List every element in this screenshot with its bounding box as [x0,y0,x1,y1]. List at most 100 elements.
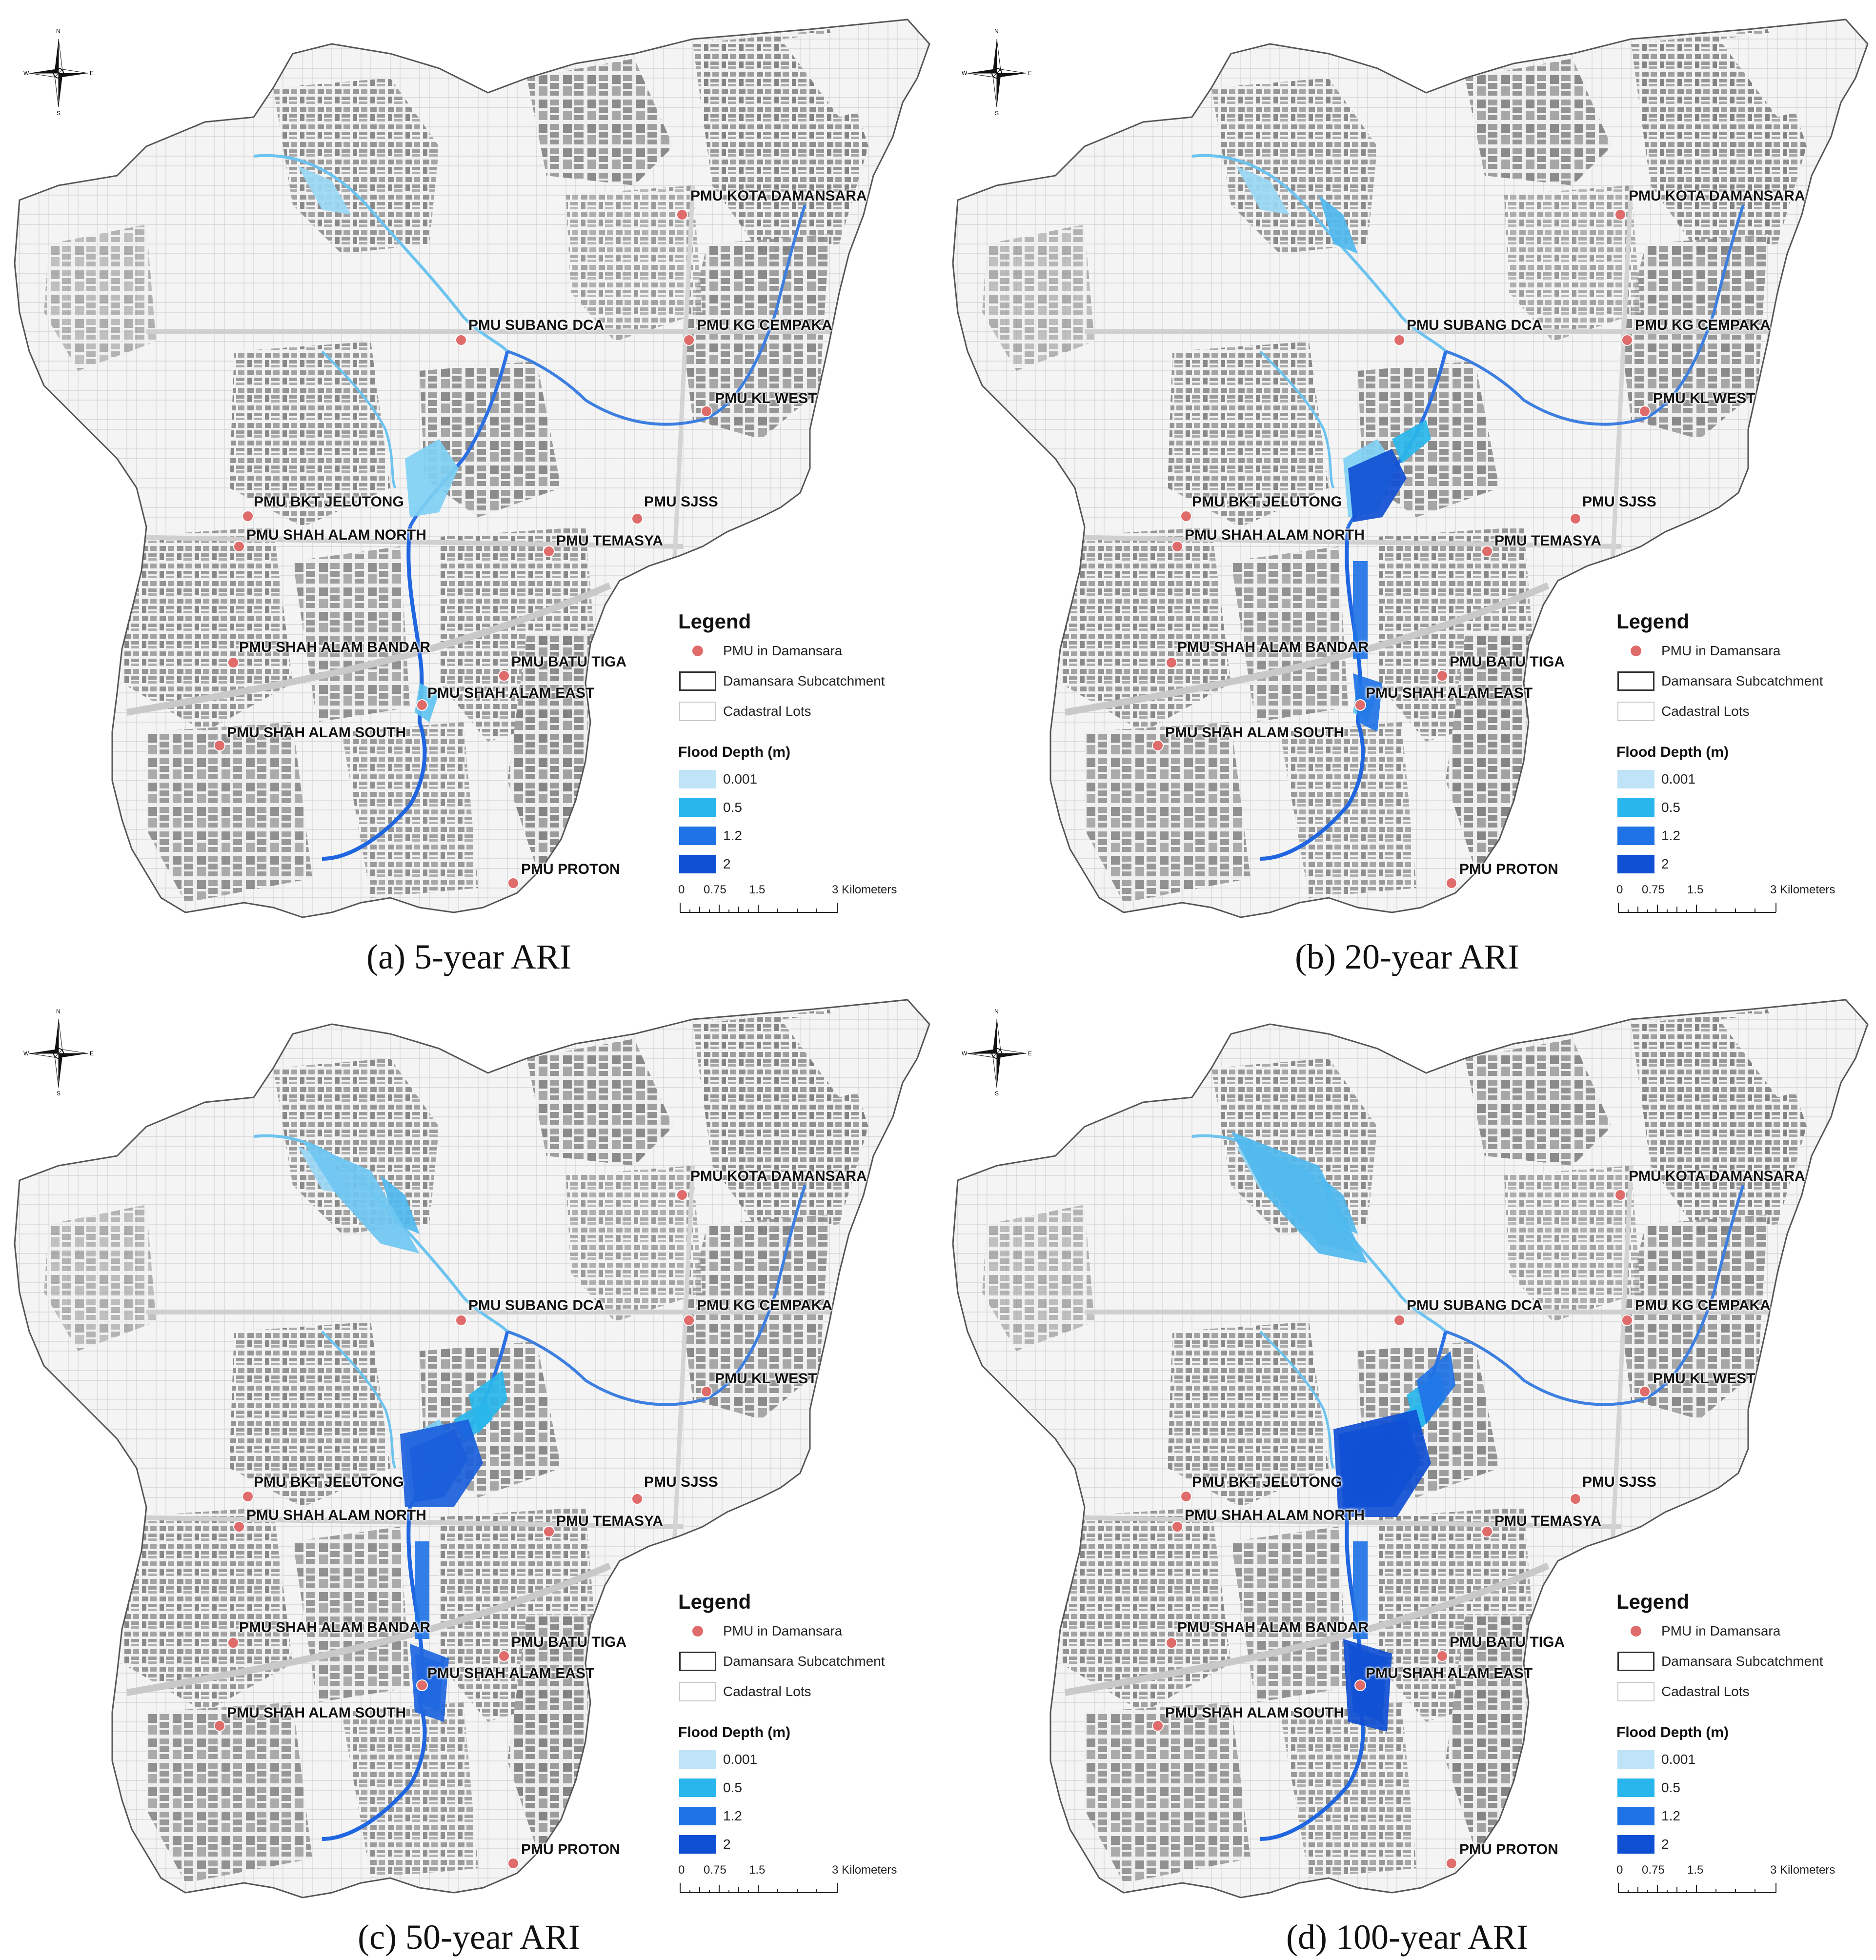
flood-class-label-0: 0.001 [1661,1752,1696,1767]
pmu-dot-icon [1631,646,1641,656]
scale-tick-1: 0.75 [704,1863,726,1877]
legend-cadastral-label: Cadastral Lots [1661,1684,1750,1699]
flood-swatch-1 [679,1778,716,1797]
pmu-dot-shah-alam-south [214,1720,225,1732]
scale-bar: 0 0.75 1.5 3 Kilometers [1616,883,1870,917]
pmu-dot-kl-west [701,1386,712,1397]
flood-swatch-0 [679,1750,716,1769]
pmu-dot-shah-alam-east [1354,699,1366,711]
flood-area-1-2 [1319,195,1358,254]
scale-bar: 0 0.75 1.5 3 Kilometers [678,1863,932,1898]
pmu-dot-subang-dca [1393,1314,1405,1326]
flood-class-label-1: 0.5 [723,1780,742,1795]
pmu-dot-subang-dca [455,1314,467,1326]
scale-tick-1: 0.75 [1642,883,1665,896]
pmu-label-shah-alam-north: PMU SHAH ALAM NORTH [1185,1507,1365,1523]
flood-area-2-1 [468,1371,507,1434]
compass-s-label: S [57,1090,61,1097]
pmu-dot-icon [692,1626,703,1637]
pmu-dot-shah-alam-bandar [227,1637,239,1649]
pmu-label-shah-alam-bandar: PMU SHAH ALAM BANDAR [1177,639,1369,655]
pmu-label-bkt-jelutong: PMU BKT JELUTONG [254,494,404,510]
scale-tick-2: 1.5 [1687,1863,1704,1877]
compass-w-label: W [23,1050,29,1057]
map-panel-d: N S W E PMU KOTA DAMANSARA PMU SUBANG DCA… [938,980,1876,1960]
pmu-label-batu-tiga: PMU BATU TIGA [1450,1634,1565,1650]
flood-class-label-0: 0.001 [723,1752,758,1767]
pmu-dot-sjss [1570,513,1581,525]
flood-area-0-1 [1236,166,1290,215]
pmu-dot-batu-tiga [1436,1650,1448,1662]
cadastral-swatch [679,702,716,721]
legend-subcatchment-label: Damansara Subcatchment [1661,1654,1823,1669]
pmu-markers [214,209,712,889]
pmu-dot-sjss [631,1493,643,1505]
compass-s-label: S [995,110,999,117]
flood-area-2-3 [410,1644,449,1722]
legend-flood-row-1: 0.5 [1616,1777,1680,1798]
subcatchment-swatch [679,1652,716,1671]
pmu-label-kl-west: PMU KL WEST [1653,390,1755,406]
legend-title: Legend [678,610,751,633]
legend-flood-row-3: 2 [1616,853,1669,875]
scale-tick-0: 0 [1616,883,1623,896]
legend-flood-row-1: 0.5 [678,797,742,818]
panel-caption: (b) 20-year ARI [1295,937,1519,976]
flood-swatch-0 [1617,770,1654,788]
flood-class-label-2: 1.2 [1661,828,1680,843]
scale-tick-2: 1.5 [749,883,766,896]
cadastral-swatch [1617,1682,1654,1701]
pmu-label-proton: PMU PROTON [521,861,620,877]
scale-bar: 0 0.75 1.5 3 Kilometers [1616,1863,1870,1898]
legend-flood-row-0: 0.001 [1616,1749,1695,1770]
flood-extent [1231,1132,1455,1732]
legend-pmu-row: PMU in Damansara [678,640,842,662]
flood-swatch-3 [679,855,716,873]
pmu-dot-proton [1446,877,1457,889]
compass-e-label: E [90,1050,94,1057]
pmu-dot-kg-cempaka [683,1314,695,1326]
pmu-label-temasya: PMU TEMASYA [1494,1513,1601,1529]
scale-bar: 0 0.75 1.5 3 Kilometers [678,883,932,917]
flood-area-1-1 [1392,420,1431,464]
pmu-dot-sjss [1570,1493,1581,1505]
pmu-label-proton: PMU PROTON [1459,861,1558,877]
legend-subcatchment-label: Damansara Subcatchment [1661,673,1823,688]
flood-class-label-3: 2 [723,856,731,871]
map-legend: Legend PMU in Damansara Damansara Subcat… [678,1590,932,1898]
pmu-label-kota-damansara: PMU KOTA DAMANSARA [1629,188,1805,204]
legend-cadastral-label: Cadastral Lots [1661,704,1750,719]
legend-cadastral-row: Cadastral Lots [678,1681,811,1702]
pmu-markers [214,1189,712,1869]
pmu-dot-kota-damansara [1614,209,1626,221]
legend-pmu-label: PMU in Damansara [1661,1623,1781,1638]
legend-flood-title: Flood Depth (m) [678,1724,790,1740]
flood-area-1-4 [1353,1541,1368,1639]
compass-s-label: S [995,1090,999,1097]
scale-tick-0: 0 [1616,1863,1623,1877]
legend-subcatchment-row: Damansara Subcatchment [1616,1651,1823,1672]
pmu-label-bkt-jelutong: PMU BKT JELUTONG [1192,494,1342,510]
compass-w-label: W [962,70,968,77]
legend-flood-row-3: 2 [678,853,731,875]
compass-n-label: N [56,1008,61,1015]
pmu-dot-kota-damansara [1614,1189,1626,1201]
pmu-label-shah-alam-east: PMU SHAH ALAM EAST [427,1665,595,1681]
pmu-label-proton: PMU PROTON [521,1841,620,1858]
scale-tick-2: 1.5 [1687,883,1704,896]
pmu-label-kota-damansara: PMU KOTA DAMANSARA [690,1168,867,1184]
north-arrow-icon: N S W E [962,28,1032,117]
pmu-dot-icon [1631,1626,1641,1637]
pmu-label-subang-dca: PMU SUBANG DCA [468,1297,605,1313]
pmu-markers [1152,1189,1651,1869]
legend-flood-row-2: 1.2 [678,825,742,847]
legend-flood-row-0: 0.001 [678,768,757,790]
pmu-label-sjss: PMU SJSS [644,1474,718,1490]
map-legend: Legend PMU in Damansara Damansara Subcat… [678,610,932,917]
scale-tick-1: 0.75 [1642,1863,1665,1877]
pmu-label-shah-alam-south: PMU SHAH ALAM SOUTH [1165,1705,1345,1721]
pmu-label-subang-dca: PMU SUBANG DCA [1407,317,1543,333]
flood-class-label-2: 1.2 [1661,1808,1680,1823]
compass-w-label: W [962,1050,968,1057]
pmu-label-kl-west: PMU KL WEST [715,1371,817,1387]
